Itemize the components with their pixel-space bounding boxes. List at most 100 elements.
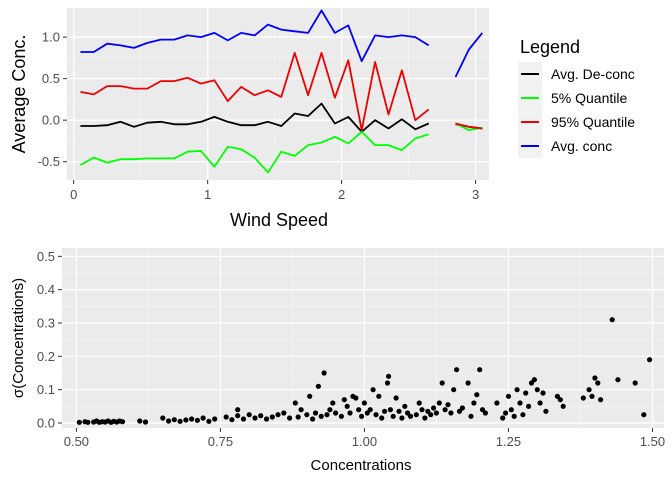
- scatter-point: [465, 380, 471, 386]
- scatter-point: [595, 380, 601, 386]
- scatter-point: [431, 405, 437, 411]
- scatter-point: [386, 373, 392, 379]
- scatter-point: [312, 410, 319, 416]
- scatter-chart-y-axis-label: σ(Concentrations): [10, 278, 27, 398]
- scatter-point: [263, 416, 270, 422]
- scatter-point: [396, 408, 402, 414]
- scatter-point: [387, 407, 393, 413]
- scatter-point: [321, 370, 327, 376]
- scatter-point: [275, 412, 281, 418]
- scatter-point: [142, 419, 149, 425]
- y-tick-label: 0.2: [37, 349, 55, 364]
- y-tick-label: 0.5: [37, 249, 55, 264]
- scatter-point: [428, 412, 434, 418]
- scatter-point: [422, 415, 428, 421]
- legend-entries: Avg. De-conc 5% Quantile 95% Quantile Avg. …: [518, 62, 635, 158]
- scatter-point: [330, 400, 336, 406]
- scatter-point: [292, 400, 298, 406]
- scatter-point: [468, 413, 474, 419]
- scatter-point: [390, 413, 396, 419]
- line-chart-legend: Legend Avg. De-conc 5% Quantile 95% Quanti…: [518, 37, 635, 158]
- y-tick-label: 0.0: [42, 113, 60, 128]
- series-line-avg-de-conc: [80, 102, 430, 133]
- scatter-point: [183, 417, 189, 423]
- scatter-point: [500, 415, 506, 421]
- scatter-point: [367, 407, 373, 413]
- scatter-point: [347, 410, 353, 416]
- scatter-chart-panel: [62, 248, 664, 428]
- series-line-95-quantile: [80, 52, 430, 132]
- scatter-point: [436, 400, 442, 406]
- scatter-point: [287, 415, 293, 421]
- scatter-point: [333, 410, 339, 416]
- scatter-point: [361, 400, 367, 406]
- scatter-point: [119, 419, 126, 425]
- scatter-point: [647, 357, 653, 363]
- scatter-point: [393, 395, 399, 401]
- scatter-point: [471, 400, 477, 406]
- scatter-point: [402, 403, 408, 409]
- y-tick-label: 1.0: [42, 30, 60, 45]
- scatter-point: [459, 405, 465, 411]
- scatter-point: [531, 377, 538, 383]
- series-line-5-quantile: [79, 130, 429, 174]
- scatter-point: [240, 416, 247, 422]
- scatter-chart-x-axis-label: Concentrations: [311, 457, 412, 474]
- series-line-95-quantile: [455, 122, 483, 130]
- x-tick-label: 1.00: [352, 434, 377, 449]
- scatter-point: [503, 410, 509, 416]
- scatter-point: [223, 414, 229, 420]
- scatter-point: [511, 413, 517, 419]
- legend-entry-label: 5% Quantile: [551, 90, 627, 106]
- x-tick-label: 0: [70, 187, 77, 202]
- scatter-point: [338, 413, 344, 419]
- scatter-point: [416, 400, 422, 406]
- scatter-point: [526, 403, 532, 409]
- scatter-point: [304, 412, 310, 418]
- scatter-point: [341, 397, 347, 403]
- legend-title: Legend: [520, 37, 580, 57]
- scatter-point: [557, 397, 563, 403]
- scatter-point: [477, 367, 483, 373]
- scatter-point: [454, 367, 460, 373]
- series-line-avg-conc: [454, 32, 484, 78]
- line-chart-x-axis-label: Wind Speed: [230, 210, 328, 230]
- scatter-point: [200, 415, 206, 421]
- scatter-point: [514, 387, 520, 393]
- y-tick-label: 0.3: [37, 316, 55, 331]
- scatter-point: [586, 387, 592, 393]
- scatter-point: [295, 414, 301, 420]
- scatter-point: [206, 418, 212, 424]
- scatter-point: [632, 380, 638, 386]
- legend-entry-label: 95% Quantile: [551, 114, 635, 130]
- scatter-point: [177, 418, 183, 424]
- scatter-point: [384, 380, 391, 386]
- scatter-point: [399, 415, 405, 421]
- scatter-point: [554, 393, 561, 399]
- line-chart-x-ticks: 0 1 2 3: [70, 180, 479, 202]
- scatter-point: [609, 317, 615, 323]
- scatter-point: [269, 414, 275, 420]
- scatter-point: [310, 416, 316, 422]
- x-tick-label: 1: [204, 187, 211, 202]
- scatter-point: [442, 407, 448, 413]
- x-tick-label: 2: [338, 187, 345, 202]
- x-tick-label: 0.50: [64, 434, 89, 449]
- scatter-point: [194, 417, 200, 423]
- scatter-point: [413, 412, 419, 418]
- scatter-chart: 0.00.10.20.30.40.5 0.50 0.75 1.00 1.25 1.50 …: [10, 248, 665, 474]
- x-tick-label: 1.25: [496, 434, 521, 449]
- scatter-point: [171, 417, 177, 423]
- series-line-avg-conc: [80, 9, 430, 63]
- scatter-point: [505, 393, 512, 399]
- scatter-point: [598, 397, 604, 403]
- y-tick-label: 0.5: [42, 71, 60, 86]
- line-chart-grid: [67, 8, 489, 180]
- x-tick-label: 1.50: [640, 434, 665, 449]
- scatter-point: [344, 403, 350, 409]
- scatter-point: [160, 415, 166, 421]
- scatter-point: [189, 416, 195, 422]
- y-tick-label: 0.0: [37, 416, 55, 431]
- x-tick-label: 3: [472, 187, 479, 202]
- line-chart-y-ticks: -0.5 0.0 0.5 1.0: [38, 30, 67, 169]
